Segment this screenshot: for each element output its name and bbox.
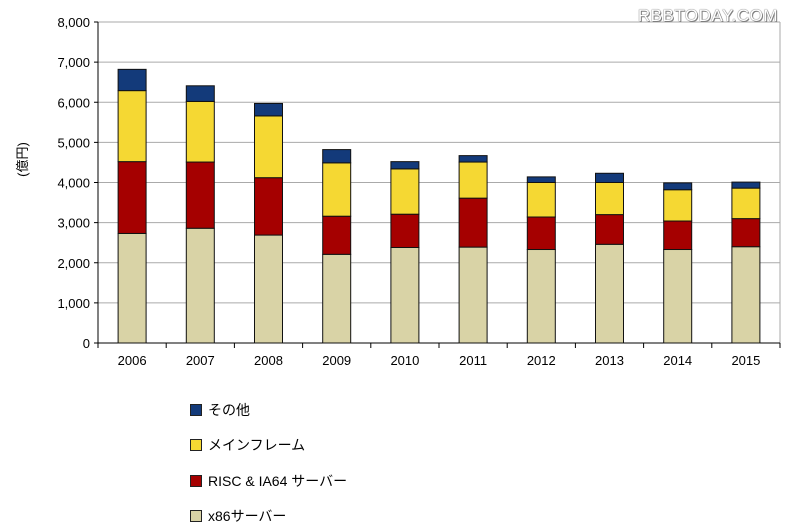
legend-swatch [190,403,202,416]
x-tick-label: 2015 [731,353,760,368]
bar-segment-2007-s2 [185,100,215,163]
bar-segment-2012-s0 [526,249,556,344]
y-tick-label: 7,000 [57,55,90,70]
y-tick-label: 8,000 [57,15,90,30]
legend-item: メインフレーム [190,428,347,464]
legend-swatch [190,510,202,523]
bar-segment-2015-s3 [731,181,761,189]
bar-segment-2009-s3 [322,149,352,164]
bar-segment-2013-s3 [595,172,624,184]
bar-segment-2015-s1 [731,218,761,248]
legend-swatch [190,439,202,452]
legend-swatch [190,474,202,487]
bar-segment-2012-s1 [526,216,556,251]
bar-segment-2007-s1 [185,161,215,229]
bar-segment-2013-s1 [595,214,624,245]
x-tick-label: 2009 [322,353,351,368]
bar-segment-2011-s3 [458,155,488,163]
bar-segment-2014-s3 [663,182,693,191]
y-tick-label: 1,000 [57,296,90,311]
y-tick-label: 6,000 [57,95,90,110]
bar-segment-2008-s3 [254,102,283,117]
bar-segment-2012-s2 [526,182,556,218]
y-tick-label: 4,000 [57,176,90,191]
bar-segment-2009-s0 [322,253,352,344]
bar-segment-2006-s0 [117,232,147,344]
legend-label: その他 [208,401,250,418]
bar-segment-2007-s0 [185,227,215,344]
bar-segment-2007-s3 [185,85,215,102]
bar-segment-2011-s0 [458,246,488,344]
legend-item: その他 [190,392,347,428]
y-tick-label: 2,000 [57,256,90,271]
legend-item: RISC & IA64 サーバー [190,463,347,499]
bar-segment-2011-s1 [458,197,488,248]
bar-segment-2014-s2 [663,189,693,222]
bar-segment-2010-s2 [390,168,420,215]
x-tick-label: 2011 [459,353,487,368]
x-tick-label: 2006 [118,353,147,368]
y-tick-label: 0 [83,336,90,351]
bar-segment-2014-s0 [663,249,693,344]
bar-segment-2010-s3 [390,161,420,170]
watermark: RBBTODAY.COM [637,6,778,25]
bar-segment-2009-s1 [322,215,352,255]
bar-segment-2015-s0 [731,246,761,344]
bar-segment-2006-s2 [117,90,147,163]
y-tick-label: 3,000 [57,216,90,231]
bar-segment-2010-s0 [390,247,420,344]
legend-label: RISC & IA64 サーバー [208,472,348,489]
bar-segment-2012-s3 [526,176,556,184]
x-tick-label: 2010 [390,353,419,368]
bar-segment-2006-s1 [117,161,147,234]
bar-segment-2011-s2 [458,161,488,199]
bar-segment-2008-s1 [254,177,283,236]
bar-segment-2009-s2 [322,162,352,217]
x-tick-label: 2007 [186,353,215,368]
x-tick-label: 2012 [527,353,556,368]
bar-segment-2015-s2 [731,187,761,220]
legend: その他メインフレーム RISC & IA64 サーバー x86サーバー [190,392,347,526]
y-tick-label: 5,000 [57,135,90,150]
x-tick-label: 2008 [254,353,283,368]
bar-segment-2013-s0 [595,243,624,344]
y-axis-label: (億円) [14,142,30,177]
bar-segment-2008-s0 [254,234,283,344]
bar-segment-2006-s3 [117,68,147,92]
bar-segment-2013-s2 [595,182,624,216]
x-tick-label: 2014 [663,353,692,368]
bar-segment-2010-s1 [390,213,420,249]
bar-segment-2008-s2 [254,115,283,179]
bar-segment-2014-s1 [663,220,693,251]
legend-label: x86サーバー [208,508,287,525]
legend-item: x86サーバー [190,499,347,526]
legend-label: メインフレーム [208,437,306,454]
x-tick-label: 2013 [595,353,624,368]
